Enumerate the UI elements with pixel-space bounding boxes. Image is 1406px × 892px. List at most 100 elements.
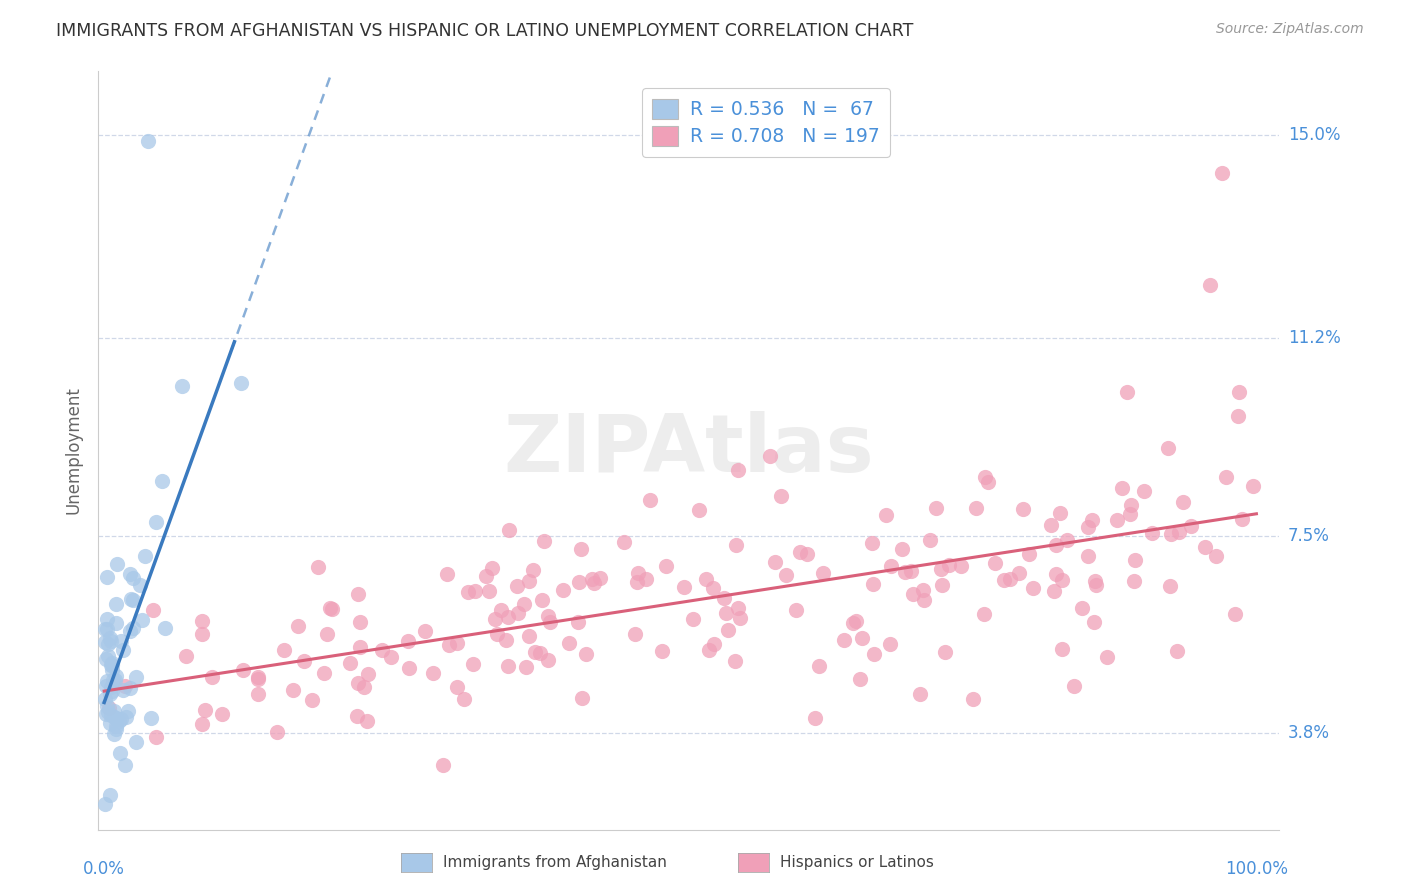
- Point: [901, 587, 924, 601]
- Text: 0.0%: 0.0%: [83, 860, 125, 878]
- Point: [634, 572, 657, 586]
- Point: [356, 714, 378, 728]
- Point: [104, 673, 127, 687]
- Point: [796, 547, 818, 561]
- Point: [533, 533, 555, 548]
- Point: [96, 622, 118, 636]
- Point: [1215, 470, 1237, 484]
- Point: [103, 704, 125, 718]
- Point: [612, 534, 634, 549]
- Point: [571, 691, 593, 706]
- Point: [569, 541, 592, 556]
- Point: [94, 797, 117, 811]
- Y-axis label: Unemployment: Unemployment: [65, 386, 83, 515]
- Point: [1056, 533, 1078, 548]
- Point: [1223, 607, 1246, 622]
- Point: [1199, 277, 1222, 292]
- Point: [1205, 549, 1227, 563]
- Point: [98, 789, 121, 803]
- Point: [1045, 538, 1067, 552]
- Point: [134, 549, 156, 563]
- Point: [145, 515, 167, 529]
- Point: [100, 680, 122, 694]
- Point: [118, 681, 141, 695]
- Point: [1132, 483, 1154, 498]
- Point: [682, 612, 704, 626]
- Point: [523, 645, 546, 659]
- Point: [804, 711, 827, 725]
- Point: [1021, 581, 1043, 595]
- Point: [287, 619, 309, 633]
- Point: [626, 566, 648, 580]
- Point: [962, 692, 984, 706]
- Point: [673, 580, 696, 594]
- Point: [114, 679, 136, 693]
- Point: [626, 575, 648, 590]
- Point: [695, 572, 717, 586]
- Point: [699, 643, 721, 657]
- Point: [495, 632, 517, 647]
- Point: [104, 615, 127, 630]
- Point: [201, 670, 224, 684]
- Point: [993, 573, 1015, 587]
- Point: [229, 376, 252, 390]
- Point: [380, 649, 402, 664]
- Point: [851, 632, 873, 646]
- Point: [104, 711, 127, 725]
- Point: [506, 606, 529, 620]
- Point: [813, 566, 835, 580]
- Point: [191, 626, 214, 640]
- Point: [529, 646, 551, 660]
- Point: [1000, 572, 1022, 586]
- Point: [934, 644, 956, 658]
- Point: [832, 633, 855, 648]
- Point: [763, 556, 786, 570]
- Point: [446, 680, 468, 694]
- Point: [785, 603, 807, 617]
- Point: [121, 621, 143, 635]
- Point: [775, 568, 797, 582]
- Point: [110, 746, 132, 760]
- Point: [319, 601, 342, 615]
- Point: [349, 615, 371, 629]
- Point: [498, 523, 520, 537]
- Text: Immigrants from Afghanistan: Immigrants from Afghanistan: [443, 855, 666, 870]
- Point: [314, 665, 336, 680]
- Point: [125, 735, 148, 749]
- Point: [849, 672, 872, 686]
- Point: [1180, 519, 1202, 533]
- Point: [446, 636, 468, 650]
- Point: [422, 665, 444, 680]
- Point: [506, 579, 529, 593]
- Text: 15.0%: 15.0%: [1288, 127, 1340, 145]
- Point: [486, 627, 509, 641]
- Point: [114, 710, 136, 724]
- Point: [176, 648, 198, 663]
- Text: IMMIGRANTS FROM AFGHANISTAN VS HISPANIC OR LATINO UNEMPLOYMENT CORRELATION CHART: IMMIGRANTS FROM AFGHANISTAN VS HISPANIC …: [56, 22, 914, 40]
- Point: [131, 613, 153, 627]
- Point: [1227, 384, 1250, 399]
- Point: [537, 609, 560, 624]
- Point: [96, 570, 118, 584]
- Point: [172, 379, 194, 393]
- Point: [118, 624, 141, 639]
- Point: [96, 699, 118, 714]
- Point: [1077, 519, 1099, 533]
- Point: [1077, 549, 1099, 563]
- Point: [122, 571, 145, 585]
- Point: [965, 501, 987, 516]
- Point: [117, 704, 139, 718]
- Point: [1111, 481, 1133, 495]
- Point: [155, 621, 177, 635]
- Point: [315, 627, 337, 641]
- Point: [727, 601, 749, 615]
- Point: [105, 557, 128, 571]
- Point: [273, 643, 295, 657]
- Point: [758, 449, 780, 463]
- Point: [1008, 566, 1031, 581]
- Point: [498, 659, 520, 673]
- Point: [100, 708, 122, 723]
- Point: [98, 687, 121, 701]
- Point: [1085, 578, 1108, 592]
- Point: [638, 493, 661, 508]
